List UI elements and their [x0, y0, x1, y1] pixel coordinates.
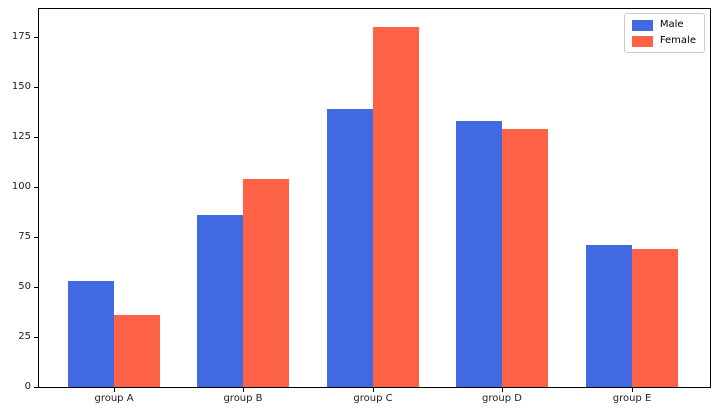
legend-item-female: Female [631, 35, 696, 47]
x-tick-label-group-E: group E [612, 393, 652, 404]
legend-label-male: Male [659, 19, 684, 30]
y-tick-label-0: 0 [24, 381, 31, 392]
legend-swatch-male [631, 19, 653, 31]
x-tick-mark-group-C [373, 388, 374, 392]
y-tick-mark-100 [34, 187, 38, 188]
x-tick-mark-group-E [632, 388, 633, 392]
y-tick-label-100: 100 [11, 181, 31, 192]
y-tick-label-50: 50 [18, 281, 31, 292]
legend-item-male: Male [631, 19, 696, 31]
y-tick-label-125: 125 [11, 131, 31, 142]
x-tick-label-group-C: group C [353, 393, 393, 404]
x-tick-mark-group-A [114, 388, 115, 392]
legend: Male Female [623, 13, 705, 53]
plot-area: Male Female [38, 8, 711, 388]
bar-male-group-A [68, 281, 114, 387]
y-tick-mark-125 [34, 137, 38, 138]
x-tick-mark-group-D [502, 388, 503, 392]
y-tick-label-175: 175 [11, 31, 31, 42]
y-tick-mark-25 [34, 337, 38, 338]
y-tick-mark-150 [34, 87, 38, 88]
legend-label-female: Female [659, 35, 696, 46]
bar-male-group-E [586, 245, 632, 387]
bar-male-group-C [327, 109, 373, 387]
bar-female-group-E [632, 249, 678, 387]
legend-swatch-female [631, 35, 653, 47]
x-tick-label-group-A: group A [94, 393, 134, 404]
bar-female-group-C [373, 27, 419, 387]
y-tick-mark-175 [34, 37, 38, 38]
y-tick-label-150: 150 [11, 81, 31, 92]
bar-female-group-A [114, 315, 160, 387]
x-tick-mark-group-B [243, 388, 244, 392]
bar-male-group-D [456, 121, 502, 387]
y-tick-mark-75 [34, 237, 38, 238]
y-tick-label-75: 75 [18, 231, 31, 242]
bar-male-group-B [197, 215, 243, 387]
x-tick-label-group-B: group B [223, 393, 263, 404]
y-tick-mark-50 [34, 287, 38, 288]
bar-female-group-B [243, 179, 289, 387]
y-tick-mark-0 [34, 387, 38, 388]
bar-female-group-D [502, 129, 548, 387]
y-tick-label-25: 25 [18, 331, 31, 342]
x-tick-label-group-D: group D [482, 393, 522, 404]
